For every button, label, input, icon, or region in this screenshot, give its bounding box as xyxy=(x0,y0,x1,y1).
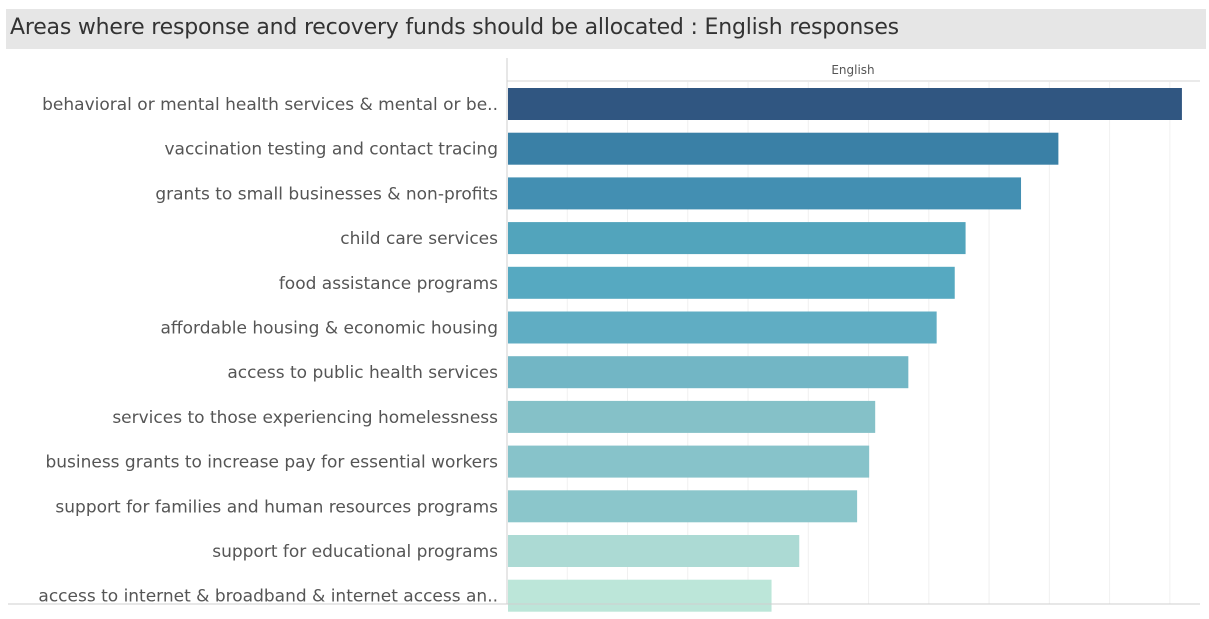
bar[interactable] xyxy=(508,266,955,299)
chart-title-bar: Areas where response and recovery funds … xyxy=(6,9,1206,49)
category-label: child care services xyxy=(340,229,498,249)
category-label: grants to small businesses & non-profits xyxy=(155,184,498,204)
category-label: food assistance programs xyxy=(279,274,498,294)
column-header: English xyxy=(831,63,874,77)
bar[interactable] xyxy=(508,535,800,567)
bar[interactable] xyxy=(508,490,858,523)
bar[interactable] xyxy=(508,400,876,433)
bar[interactable] xyxy=(508,356,909,389)
category-label: business grants to increase pay for esse… xyxy=(45,453,498,473)
bar[interactable] xyxy=(508,579,772,612)
bar[interactable] xyxy=(508,132,1059,165)
category-label: services to those experiencing homelessn… xyxy=(112,408,498,428)
bar[interactable] xyxy=(508,177,1022,210)
category-label: access to public health services xyxy=(227,363,498,383)
category-label: access to internet & broadband & interne… xyxy=(38,587,498,607)
bar[interactable] xyxy=(508,88,1182,120)
chart-title: Areas where response and recovery funds … xyxy=(10,15,899,40)
bar[interactable] xyxy=(508,311,937,344)
category-label: support for educational programs xyxy=(212,542,498,562)
category-label: behavioral or mental health services & m… xyxy=(42,95,498,115)
bar[interactable] xyxy=(508,222,966,255)
bars xyxy=(508,88,1182,612)
bar[interactable] xyxy=(508,445,870,478)
category-label: support for families and human resources… xyxy=(55,497,498,517)
category-labels: behavioral or mental health services & m… xyxy=(38,95,498,607)
category-label: affordable housing & economic housing xyxy=(161,319,498,339)
category-label: vaccination testing and contact tracing xyxy=(164,140,498,160)
